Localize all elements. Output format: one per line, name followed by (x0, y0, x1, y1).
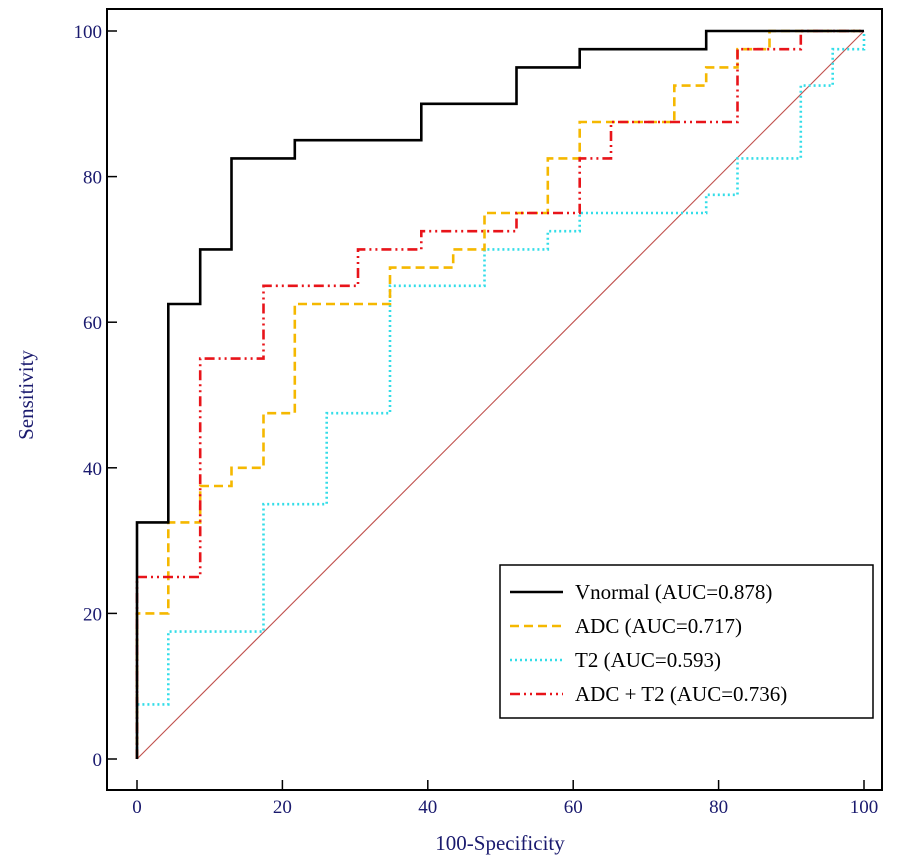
x-tick-label: 40 (418, 797, 437, 818)
y-tick-label: 0 (93, 750, 103, 771)
series-line-3 (135, 31, 866, 759)
x-tick-label: 100 (850, 797, 879, 818)
y-tick-label: 40 (83, 459, 102, 480)
legend: Vnormal (AUC=0.878) ADC (AUC=0.717) T2 (AU… (499, 564, 874, 719)
series-layer (135, 29, 866, 759)
series-line-2 (135, 29, 864, 759)
x-axis-title: 100-Specificity (435, 831, 565, 855)
y-tick-label: 100 (74, 22, 103, 43)
legend-label-3: T2 (AUC=0.593) (575, 648, 721, 672)
reference-line-layer (136, 30, 865, 760)
x-tick-label: 80 (709, 797, 728, 818)
series-line-4 (135, 29, 864, 759)
legend-entries: Vnormal (AUC=0.878) ADC (AUC=0.717) T2 (AU… (510, 580, 787, 706)
series-line-1 (135, 29, 864, 759)
y-tick-label: 80 (83, 168, 102, 189)
plot-area-border (106, 8, 883, 791)
y-tick-label: 60 (83, 313, 102, 334)
y-axis-title: Sensitivity (14, 350, 38, 440)
y-tick-label: 20 (83, 604, 102, 625)
x-tick-label: 0 (132, 797, 142, 818)
legend-label-2: ADC (AUC=0.717) (575, 614, 742, 638)
axes-layer: 0 20 40 60 80 100 0 20 40 60 80 100 (74, 22, 879, 818)
reference-diagonal-line (136, 30, 865, 760)
legend-box (499, 564, 874, 719)
legend-label-4: ADC + T2 (AUC=0.736) (575, 682, 787, 706)
x-tick-label: 60 (564, 797, 583, 818)
x-tick-label: 20 (273, 797, 292, 818)
legend-label-1: Vnormal (AUC=0.878) (575, 580, 772, 604)
plot-frame (106, 8, 883, 791)
